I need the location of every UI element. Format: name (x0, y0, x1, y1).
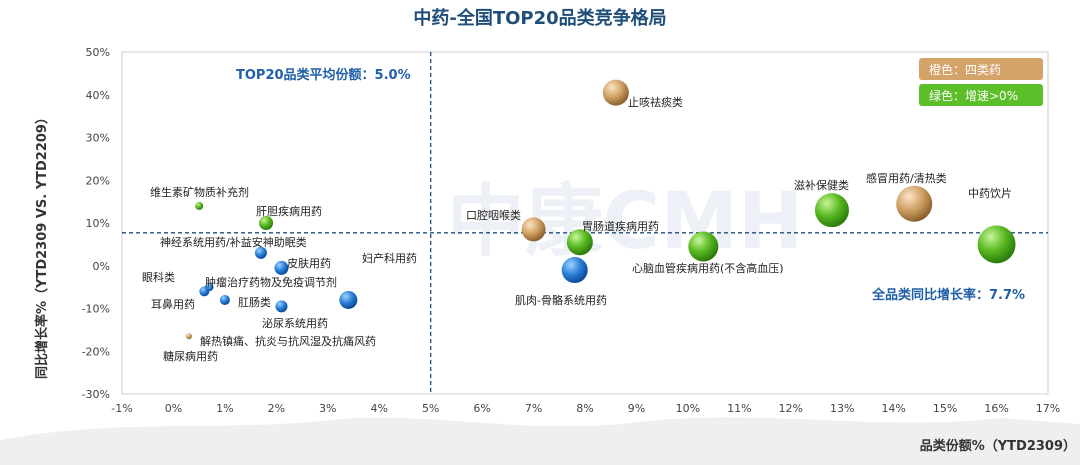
data-label: 心脑血管疾病用药(不含高血压) (632, 261, 784, 275)
y-tick-label: -20% (82, 345, 110, 358)
x-tick-label: 6% (473, 402, 490, 415)
data-point (219, 294, 230, 305)
data-label: 止咳祛痰类 (628, 95, 683, 109)
data-label: 感冒用药/清热类 (866, 171, 947, 185)
data-point (814, 193, 849, 228)
data-point (185, 333, 192, 340)
data-label: 肿瘤治疗药物及免疫调节剂 (205, 275, 337, 289)
x-tick-label: 2% (268, 402, 285, 415)
x-tick-label: 16% (984, 402, 1008, 415)
x-tick-label: 13% (830, 402, 854, 415)
x-tick-label: 14% (881, 402, 905, 415)
plot-area (121, 51, 1049, 395)
data-point (688, 231, 719, 262)
y-tick-label: -10% (82, 303, 110, 316)
y-tick-label: -30% (82, 388, 110, 401)
x-tick-label: 5% (422, 402, 439, 415)
data-label: 神经系统用药/补益安神助眠类 (160, 235, 307, 249)
y-tick-label: 40% (86, 89, 110, 102)
data-point (896, 185, 933, 222)
data-label: 肝胆疾病用药 (256, 204, 322, 218)
data-point (205, 283, 214, 292)
data-point (339, 290, 358, 309)
legend-swatch-quad-drug (919, 58, 1043, 80)
x-tick-label: 17% (1036, 402, 1060, 415)
data-point (602, 79, 629, 106)
data-point (195, 201, 204, 210)
x-tick-label: 8% (576, 402, 593, 415)
x-tick-label: 3% (319, 402, 336, 415)
data-label: 皮肤用药 (287, 256, 331, 270)
chart-title: 中药-全国TOP20品类竞争格局 (413, 7, 666, 29)
y-tick-label: 0% (93, 260, 110, 273)
data-label: 胃肠道疾病用药 (582, 219, 659, 233)
decorative-mountain-band (0, 417, 1080, 465)
y-tick-label: 20% (86, 174, 110, 187)
data-points (185, 79, 1016, 340)
data-label: 肌肉-骨骼系统用药 (515, 293, 607, 307)
watermark-text: 中康CMH (447, 177, 803, 267)
x-tick-label: 1% (216, 402, 233, 415)
data-label: 泌尿系统用药 (262, 317, 328, 330)
legend-entry-growth-positive: 绿色：增速>0% (929, 88, 1018, 103)
data-label: 眼科类 (142, 270, 175, 284)
data-label: 维生素矿物质补充剂 (150, 185, 249, 199)
data-point (259, 216, 274, 230)
data-point (561, 257, 588, 284)
x-axis-ticks: -1% 0% 1% 2% 3% 4% 5% 6% 7% 8% 9% 10% 11% 12% 13% 14% 15… (111, 402, 1060, 415)
data-label: 中药饮片 (968, 187, 1012, 200)
y-axis-ticks: -30% -20% -10% 0% 10% 20% 30% 40% 50% (82, 46, 110, 401)
x-tick-label: 7% (525, 402, 542, 415)
data-label: 滋补保健类 (794, 178, 849, 192)
data-label: 肛肠类 (238, 295, 271, 309)
x-tick-label: -1% (111, 402, 132, 415)
data-label: 耳鼻用药 (151, 297, 195, 311)
data-point (254, 246, 267, 259)
x-tick-label: 12% (779, 402, 803, 415)
x-tick-label: 9% (628, 402, 645, 415)
legend-entry-quad-drug: 橙色：四类药 (929, 62, 1001, 77)
data-point (521, 217, 546, 242)
x-axis-label: 品类份额%（YTD2309） (920, 438, 1076, 454)
x-tick-label: 10% (676, 402, 700, 415)
data-label: 糖尿病用药 (163, 349, 218, 363)
data-label: 口腔咽喉类 (466, 208, 521, 222)
legend-swatch-growth-positive (919, 84, 1043, 106)
data-point (977, 225, 1016, 264)
y-axis-label: 同比增长率%（YTD2309 VS. YTD2209） (34, 111, 50, 379)
x-tick-label: 11% (727, 402, 751, 415)
reference-label-vertical: TOP20品类平均份额：5.0% (236, 67, 411, 83)
y-tick-label: 50% (86, 46, 110, 59)
y-tick-label: 30% (86, 132, 110, 145)
x-tick-label: 0% (165, 402, 182, 415)
reference-label-horizontal: 全品类同比增长率：7.7% (871, 287, 1025, 303)
data-point (566, 229, 593, 256)
data-point (275, 300, 288, 313)
data-point (274, 260, 289, 275)
x-tick-label: 15% (933, 402, 957, 415)
y-tick-label: 10% (86, 217, 110, 230)
x-tick-label: 4% (370, 402, 387, 415)
data-label: 解热镇痛、抗炎与抗风湿及抗痛风药 (200, 334, 376, 348)
legend: 橙色：四类药 绿色：增速>0% (919, 58, 1043, 106)
data-label: 妇产科用药 (362, 251, 417, 265)
